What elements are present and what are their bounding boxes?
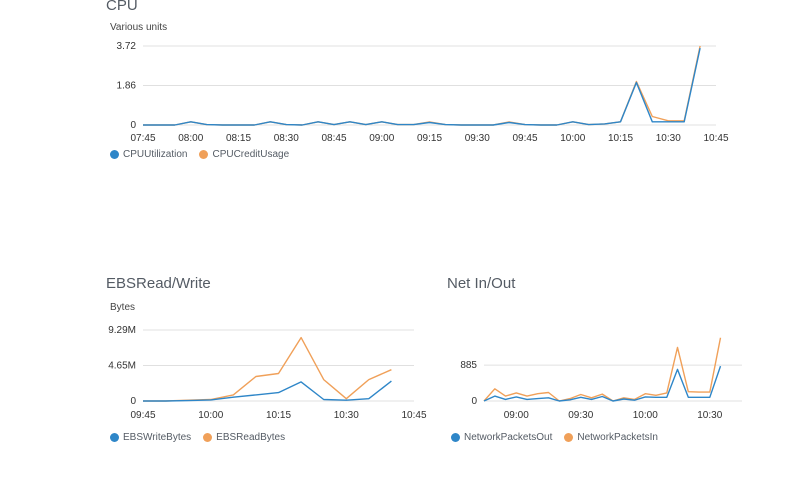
x-tick-label: 07:45 xyxy=(130,133,155,144)
x-tick-label: 10:30 xyxy=(334,410,359,421)
y-tick-label: 0 xyxy=(130,120,136,131)
x-tick-label: 08:15 xyxy=(226,133,251,144)
series-line-cpuutilization xyxy=(143,47,701,126)
ebs-chart: 9.29M 4.65M 0 09:45 10:00 10:15 10:30 10:45 xyxy=(108,325,427,421)
x-tick-label: 09:45 xyxy=(130,410,155,421)
x-tick-label: 10:00 xyxy=(633,410,658,421)
x-tick-label: 09:30 xyxy=(568,410,593,421)
x-tick-label: 10:15 xyxy=(266,410,291,421)
legend-item-networkpacketsout[interactable]: NetworkPacketsOut xyxy=(451,432,552,443)
y-tick-label: 3.72 xyxy=(117,41,137,52)
ebs-legend: EBSWriteBytes EBSReadBytes xyxy=(110,432,285,443)
y-tick-label: 1.86 xyxy=(117,81,137,92)
legend-swatch-orange xyxy=(203,433,213,442)
series-line-networkpacketsout xyxy=(483,365,722,402)
x-tick-label: 10:45 xyxy=(401,410,426,421)
x-tick-label: 09:00 xyxy=(504,410,529,421)
cpu-legend: CPUUtilization CPUCreditUsage xyxy=(110,149,289,160)
legend-label: CPUCreditUsage xyxy=(212,149,290,160)
x-tick-label: 10:45 xyxy=(703,133,728,144)
legend-item-cpuutilization[interactable]: CPUUtilization xyxy=(110,149,187,160)
x-tick-label: 10:30 xyxy=(697,410,722,421)
x-tick-label: 08:00 xyxy=(178,133,203,144)
legend-item-ebswritebytes[interactable]: EBSWriteBytes xyxy=(110,432,191,443)
cpu-unit-label: Various units xyxy=(110,22,168,33)
x-tick-label: 10:15 xyxy=(608,133,633,144)
series-line-networkpacketsin xyxy=(483,337,722,402)
ebs-panel-title: EBSRead/Write xyxy=(106,275,211,292)
y-tick-label: 0 xyxy=(471,396,477,407)
x-tick-label: 10:00 xyxy=(560,133,585,144)
x-tick-label: 09:00 xyxy=(369,133,394,144)
legend-label: CPUUtilization xyxy=(123,149,188,160)
x-tick-label: 08:45 xyxy=(321,133,346,144)
x-tick-label: 09:45 xyxy=(512,133,537,144)
x-tick-label: 08:30 xyxy=(274,133,299,144)
y-tick-label: 885 xyxy=(460,360,477,371)
x-tick-label: 09:30 xyxy=(465,133,490,144)
cpu-chart: 3.72 1.86 0 07:45 08:00 08:15 08:30 08:45 09:00 0… xyxy=(117,41,729,144)
net-chart: 885 0 09:00 09:30 10:00 10:30 xyxy=(460,337,742,421)
y-tick-label: 4.65M xyxy=(108,360,136,371)
legend-label: EBSReadBytes xyxy=(216,432,286,443)
legend-label: NetworkPacketsOut xyxy=(464,432,553,443)
x-tick-label: 10:30 xyxy=(656,133,681,144)
legend-label: EBSWriteBytes xyxy=(123,432,192,443)
y-tick-label: 0 xyxy=(130,396,136,407)
legend-swatch-blue xyxy=(110,433,119,442)
legend-item-networkpacketsin[interactable]: NetworkPacketsIn xyxy=(564,432,658,443)
legend-swatch-blue xyxy=(451,433,460,442)
y-tick-label: 9.29M xyxy=(108,325,136,336)
x-tick-label: 10:00 xyxy=(198,410,223,421)
net-panel-title: Net In/Out xyxy=(447,275,516,292)
cpu-panel-title: CPU xyxy=(106,0,138,14)
x-tick-label: 09:15 xyxy=(417,133,442,144)
legend-swatch-blue xyxy=(110,150,119,159)
ebs-unit-label: Bytes xyxy=(110,302,136,313)
legend-swatch-orange xyxy=(199,150,209,159)
net-legend: NetworkPacketsOut NetworkPacketsIn xyxy=(451,432,658,443)
legend-label: NetworkPacketsIn xyxy=(577,432,658,443)
legend-swatch-orange xyxy=(564,433,574,442)
legend-item-cpucreditusage[interactable]: CPUCreditUsage xyxy=(199,149,289,160)
series-line-ebswritebytes xyxy=(143,380,392,402)
legend-item-ebsreadbytes[interactable]: EBSReadBytes xyxy=(203,432,285,443)
